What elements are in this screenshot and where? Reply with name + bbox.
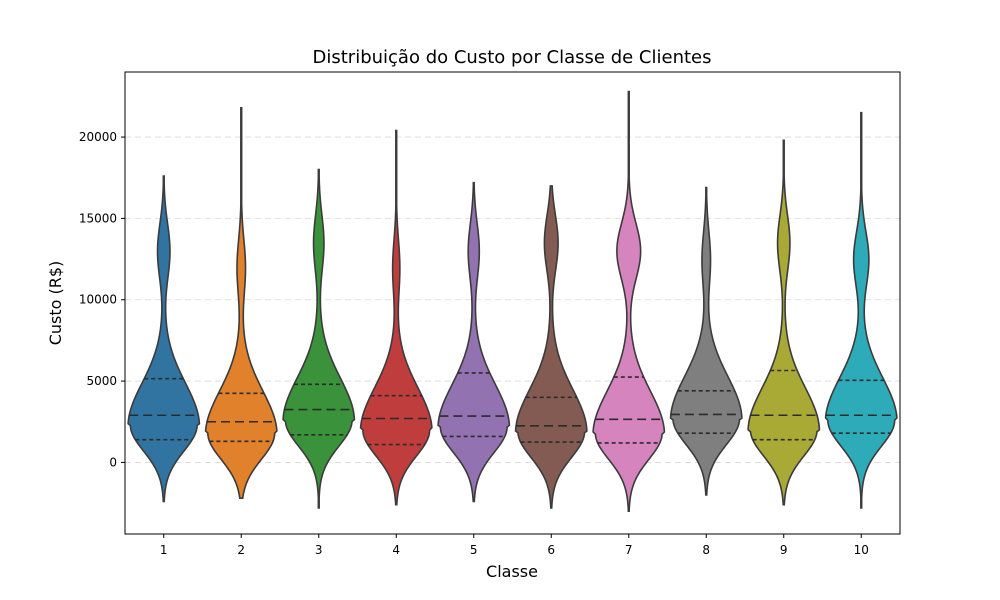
- violin-class-10: [824, 111, 898, 509]
- x-tick-label: 5: [470, 543, 478, 557]
- x-tick-label: 6: [547, 543, 555, 557]
- violin-class-5: [437, 181, 511, 503]
- violin-class-8: [669, 186, 743, 496]
- y-axis-label: Custo (R$): [46, 261, 65, 346]
- violin-class-7: [592, 90, 666, 513]
- x-tick-label: 3: [315, 543, 323, 557]
- violin-group: [127, 90, 898, 513]
- violin-class-2: [204, 106, 278, 500]
- y-tick-label: 15000: [79, 211, 117, 225]
- violin-class-4: [359, 129, 433, 506]
- x-tick-label: 2: [237, 543, 245, 557]
- y-tick-label: 5000: [86, 374, 117, 388]
- y-tick-label: 10000: [79, 293, 117, 307]
- chart-title: Distribuição do Custo por Classe de Clie…: [313, 47, 712, 68]
- x-tick-label: 7: [625, 543, 633, 557]
- x-axis-label: Classe: [486, 562, 538, 581]
- x-tick-label: 1: [160, 543, 168, 557]
- y-tick-label: 0: [109, 455, 117, 469]
- violin-class-9: [747, 139, 821, 506]
- y-tick-label: 20000: [79, 130, 117, 144]
- violin-class-1: [127, 175, 201, 503]
- x-tick-label: 4: [392, 543, 400, 557]
- x-tick-label: 10: [854, 543, 869, 557]
- violin-class-3: [282, 168, 356, 509]
- plot-frame: [124, 71, 901, 535]
- violin-class-6: [514, 185, 588, 509]
- x-axis: 1 2 3 4 5 6 7 8 9 10: [160, 534, 869, 557]
- x-tick-label: 8: [702, 543, 710, 557]
- x-tick-label: 9: [780, 543, 788, 557]
- y-axis: 0 5000 10000 15000 20000: [79, 130, 125, 469]
